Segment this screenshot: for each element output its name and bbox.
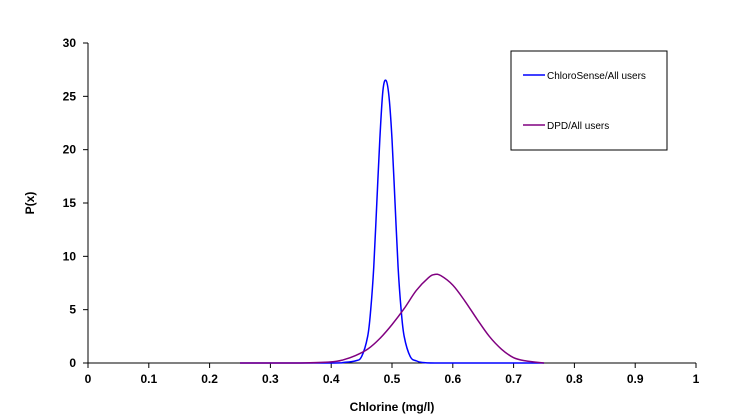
x-tick-label: 0.5 bbox=[384, 372, 401, 386]
series-line-2 bbox=[239, 273, 545, 364]
series-line-1 bbox=[239, 79, 544, 364]
x-tick-label: 0.3 bbox=[262, 372, 279, 386]
x-tick-label: 0.4 bbox=[323, 372, 340, 386]
legend-entries: ChloroSense/All users DPD/All users bbox=[523, 71, 646, 132]
y-tick-label: 20 bbox=[63, 143, 77, 157]
x-tick-label: 0.1 bbox=[140, 372, 157, 386]
y-axis-title: P(x) bbox=[23, 192, 37, 215]
legend-label-1: ChloroSense/All users bbox=[547, 71, 646, 82]
x-ticks: 0 0.1 0.2 0.3 0.4 0.5 0.6 0.7 0.8 0.9 1 bbox=[85, 363, 700, 386]
x-tick-label: 0.9 bbox=[627, 372, 644, 386]
series-lines bbox=[239, 79, 545, 364]
x-tick-label: 0.8 bbox=[566, 372, 583, 386]
x-tick-label: 0 bbox=[85, 372, 92, 386]
x-tick-label: 1 bbox=[693, 372, 700, 386]
y-tick-label: 25 bbox=[63, 89, 77, 103]
y-tick-label: 30 bbox=[63, 36, 77, 50]
y-tick-label: 10 bbox=[63, 249, 77, 263]
x-tick-label: 0.7 bbox=[505, 372, 522, 386]
y-tick-label: 0 bbox=[69, 356, 76, 370]
legend: ChloroSense/All users DPD/All users bbox=[510, 50, 668, 151]
y-tick-label: 5 bbox=[69, 303, 76, 317]
legend-box bbox=[510, 50, 668, 151]
y-tick-label: 15 bbox=[63, 196, 77, 210]
x-axis-title: Chlorine (mg/l) bbox=[350, 400, 435, 414]
y-ticks: 0 5 10 15 20 25 30 bbox=[63, 36, 88, 370]
x-tick-label: 0.2 bbox=[201, 372, 218, 386]
x-tick-label: 0.6 bbox=[444, 372, 461, 386]
legend-label-2: DPD/All users bbox=[547, 121, 609, 132]
